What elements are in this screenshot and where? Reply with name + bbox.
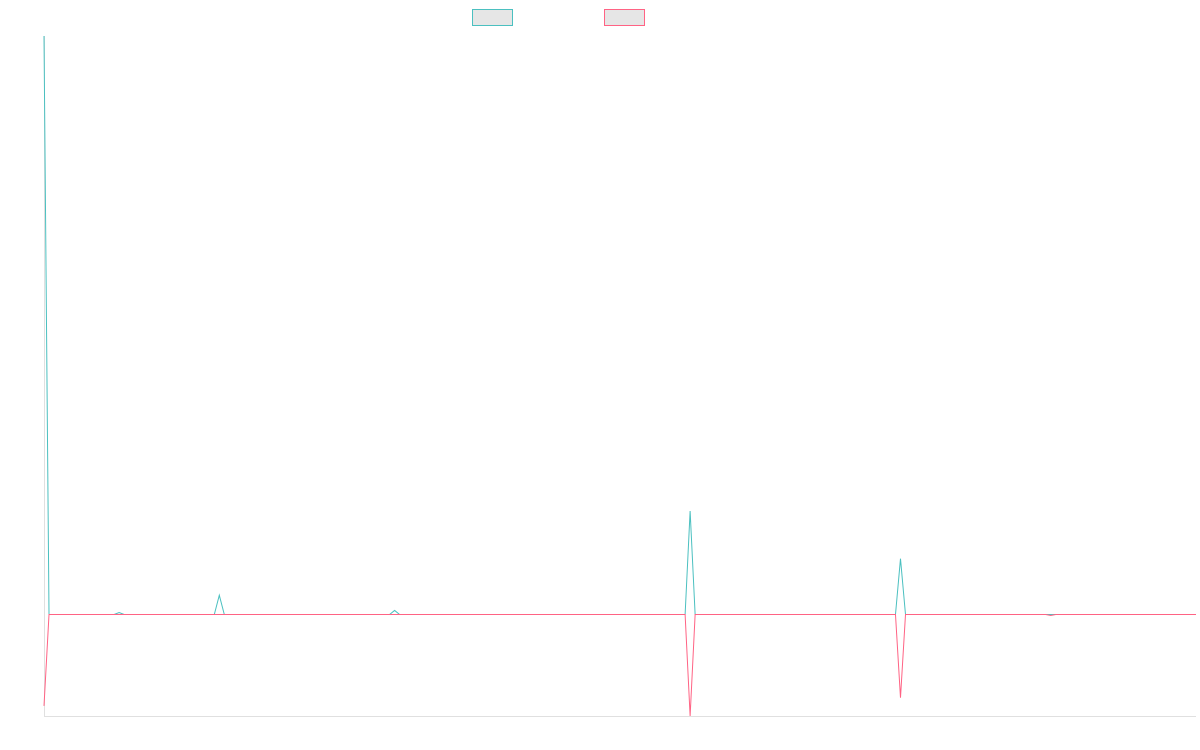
series-line-1 [43, 35, 1196, 616]
legend-swatch-1[interactable] [472, 9, 513, 26]
series-layer [43, 35, 1196, 717]
legend[interactable] [472, 9, 645, 26]
series-line-2 [43, 614, 1196, 717]
legend-swatch-2[interactable] [604, 9, 645, 26]
